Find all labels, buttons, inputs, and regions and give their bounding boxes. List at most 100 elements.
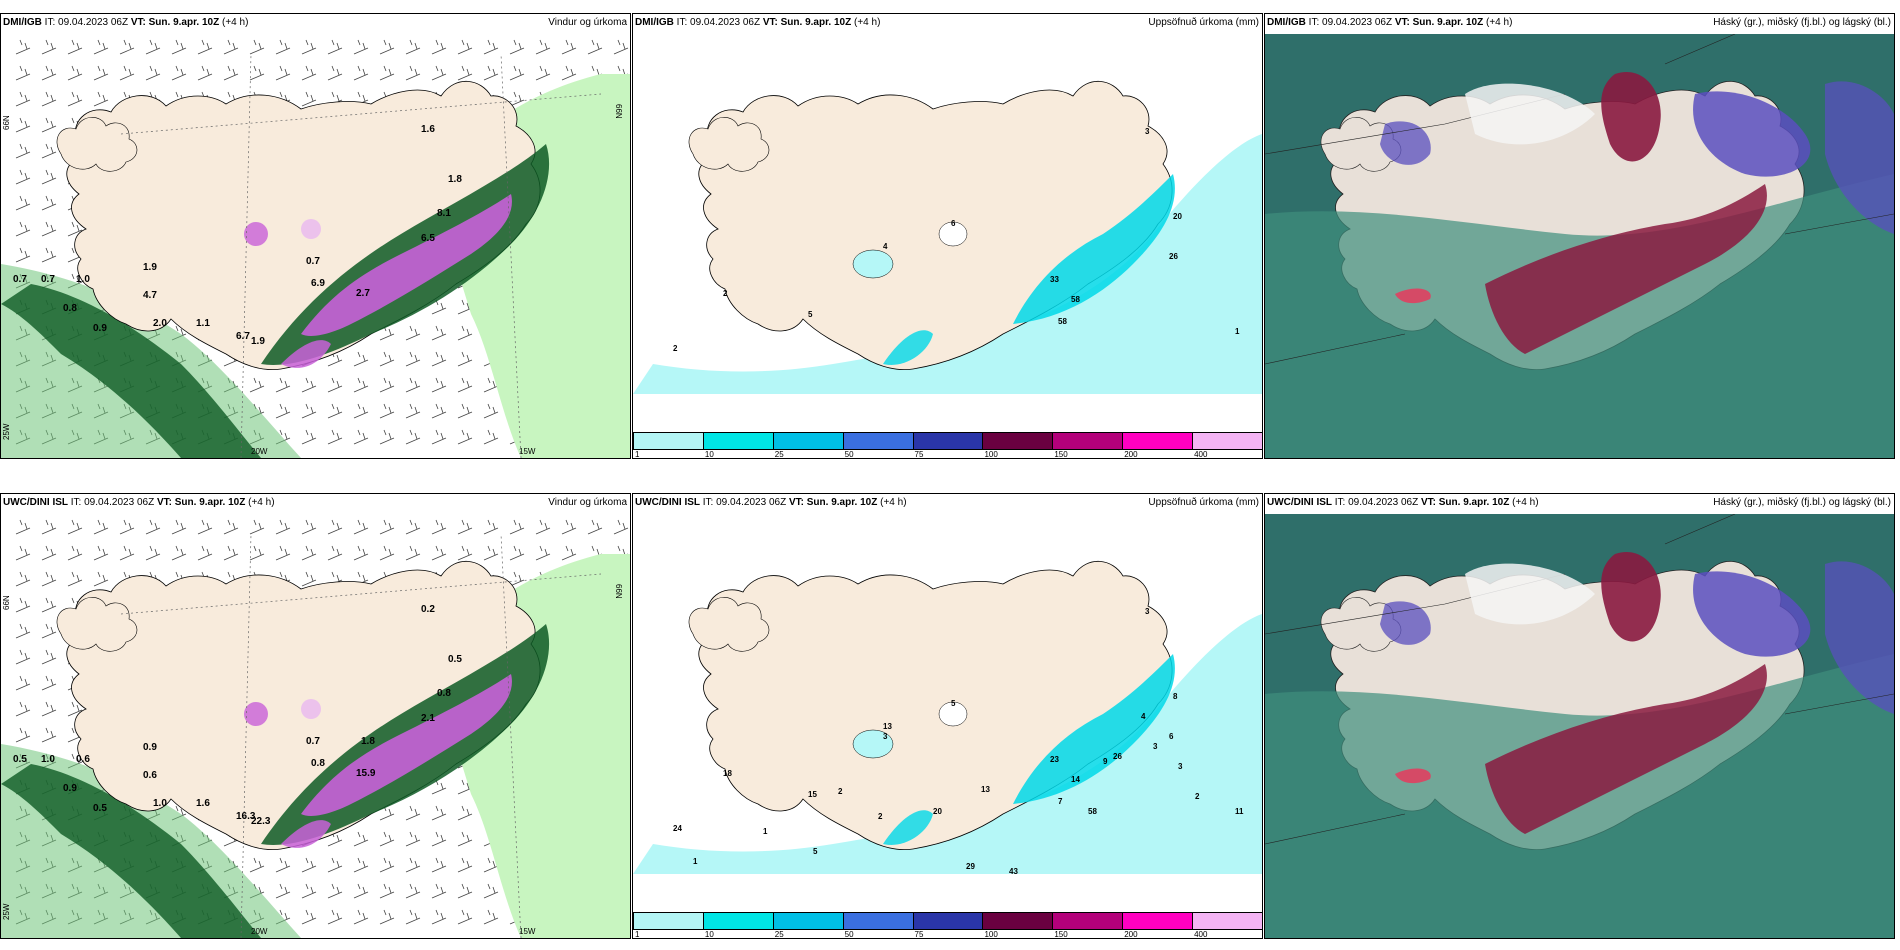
panel-product-title: Uppsöfnuð úrkoma (mm) (1148, 497, 1259, 508)
precip-value-label: 8.1 (437, 208, 451, 219)
precip-amount-label: 3 (1178, 762, 1183, 771)
precip-amount-label: 6 (1169, 732, 1174, 741)
precip-value-label: 0.7 (13, 274, 27, 285)
precip-amount-label: 1 (763, 827, 768, 836)
map-panel-uwc-precip: UWC/DINI ISL IT: 09.04.2023 06Z VT: Sun.… (632, 493, 1263, 939)
precip-amount-label: 3 (1145, 127, 1150, 136)
precip-amount-label: 1 (1235, 327, 1240, 336)
precip-value-label: 1.6 (196, 798, 210, 809)
colorbar-label: 150 (1054, 930, 1068, 939)
map-area (1265, 34, 1894, 458)
precip-amount-label: 15 (808, 790, 817, 799)
precip-value-label: 6.7 (236, 331, 250, 342)
precip-amount-label: 3 (1153, 742, 1158, 751)
lon-label: 15W (519, 927, 536, 936)
colorbar-label: 50 (844, 450, 854, 459)
lat-label: 66N (614, 104, 623, 119)
precip-value-label: 0.6 (76, 754, 90, 765)
map-area: 66N 66N 25W 20W 15W 0.7 0.7 1.0 0.8 0.9 1.9 4.… (1, 34, 630, 458)
colorbar-segment (633, 912, 704, 930)
lon-label: 25W (2, 423, 11, 440)
precip-value-label: 2.7 (356, 288, 370, 299)
wind-precip-map: 66N 66N 25W 20W 15W 0.7 0.7 1.0 0.8 0.9 1.9 4.… (1, 34, 630, 458)
precip-amount-label: 58 (1088, 807, 1097, 816)
colorbar-label: 1 (635, 450, 640, 459)
colorbar-segment (772, 912, 844, 930)
precip-amount-label: 20 (1173, 212, 1182, 221)
precip-amount-label: 5 (808, 310, 813, 319)
panel-product-title: Vindur og úrkoma (548, 17, 627, 28)
precip-amount-label: 2 (723, 289, 728, 298)
map-panel-dmi-precip: DMI/IGB IT: 09.04.2023 06Z VT: Sun. 9.ap… (632, 13, 1263, 459)
precip-value-label: 1.0 (76, 274, 90, 285)
colorbar-label: 50 (844, 930, 854, 939)
colorbar-label: 75 (914, 450, 924, 459)
precip-value-label: 0.9 (93, 323, 107, 334)
precip-amount-label: 3 (883, 732, 888, 741)
panel-header: UWC/DINI ISL IT: 09.04.2023 06Z VT: Sun.… (3, 497, 275, 508)
precip-amount-label: 8 (1173, 692, 1178, 701)
map-panel-uwc-wind: UWC/DINI ISL IT: 09.04.2023 06Z VT: Sun.… (0, 493, 631, 939)
precip-amount-label: 43 (1009, 867, 1018, 876)
precip-value-label: 1.9 (143, 262, 157, 273)
panel-header: UWC/DINI ISL IT: 09.04.2023 06Z VT: Sun.… (635, 497, 907, 508)
precip-value-label: 0.5 (448, 654, 462, 665)
panel-header: DMI/IGB IT: 09.04.2023 06Z VT: Sun. 9.ap… (635, 17, 881, 28)
colorbar-segment (1192, 432, 1262, 450)
precip-value-label: 15.9 (356, 768, 376, 779)
precip-amount-label: 58 (1058, 317, 1067, 326)
precip-value-label: 0.9 (143, 742, 157, 753)
precip-value-label: 0.8 (311, 758, 325, 769)
precip-accum-map: 3 20 26 6 4 2 5 2 1 33 58 58 (633, 34, 1262, 394)
colorbar-label: 400 (1194, 450, 1208, 459)
precip-amount-label: 24 (673, 824, 682, 833)
colorbar-label: 1 (635, 930, 640, 939)
precip-value-label: 1.6 (421, 124, 435, 135)
precip-value-label: 16.3 (236, 811, 256, 822)
colorbar-segment (1122, 432, 1194, 450)
precip-value-label: 0.2 (421, 604, 435, 615)
lat-label: 66N (614, 584, 623, 599)
colorbar-segment (912, 912, 984, 930)
colorbar-segment (1192, 912, 1262, 930)
map-panel-dmi-wind: DMI/IGB IT: 09.04.2023 06Z VT: Sun. 9.ap… (0, 13, 631, 459)
precip-amount-label: 2 (1195, 792, 1200, 801)
precip-amount-label: 4 (1141, 712, 1146, 721)
colorbar-segment (982, 432, 1054, 450)
precip-accum-map: 3865131815241123147433291329433211252026… (633, 514, 1262, 876)
colorbar-label: 100 (984, 450, 998, 459)
panel-header: DMI/IGB IT: 09.04.2023 06Z VT: Sun. 9.ap… (1267, 17, 1513, 28)
precip-value-label: 1.0 (153, 798, 167, 809)
precip-amount-label: 29 (966, 862, 975, 871)
colorbar-segment (702, 912, 774, 930)
cloud-cover-map (1265, 514, 1894, 938)
precip-value-label: 0.9 (63, 783, 77, 794)
precip-value-label: 1.1 (196, 318, 210, 329)
precip-amount-label: 3 (1145, 607, 1150, 616)
precip-value-label: 2.1 (421, 713, 435, 724)
colorbar-segment (982, 912, 1054, 930)
precip-amount-label: 20 (933, 807, 942, 816)
map-area: 3 8 6 5 13 18 15 24 11 23 14 7 4 3 3 2 9 13 29 43 3 2 1 1 2 5 20 26… (633, 514, 1262, 938)
precip-value-label: 1.9 (251, 336, 265, 347)
precip-value-label: 1.8 (361, 736, 375, 747)
precip-amount-label: 13 (883, 722, 892, 731)
colorbar-label: 75 (914, 930, 924, 939)
precip-amount-label: 14 (1071, 775, 1080, 784)
precip-value-label: 0.5 (13, 754, 27, 765)
colorbar-segment (842, 432, 914, 450)
colorbar-segment (702, 432, 774, 450)
colorbar-label: 200 (1124, 450, 1138, 459)
panel-product-title: Uppsöfnuð úrkoma (mm) (1148, 17, 1259, 28)
precip-value-label: 1.8 (448, 174, 462, 185)
precip-amount-label: 4 (883, 242, 888, 251)
map-area (1265, 514, 1894, 938)
lon-label: 25W (2, 903, 11, 920)
colorbar-label: 150 (1054, 450, 1068, 459)
precip-value-label: 4.7 (143, 290, 157, 301)
precip-amount-label: 18 (723, 769, 732, 778)
precip-amount-label: 58 (1071, 295, 1080, 304)
lon-label: 15W (519, 447, 536, 456)
precip-value-label: 2.0 (153, 318, 167, 329)
colorbar-label: 10 (704, 450, 714, 459)
